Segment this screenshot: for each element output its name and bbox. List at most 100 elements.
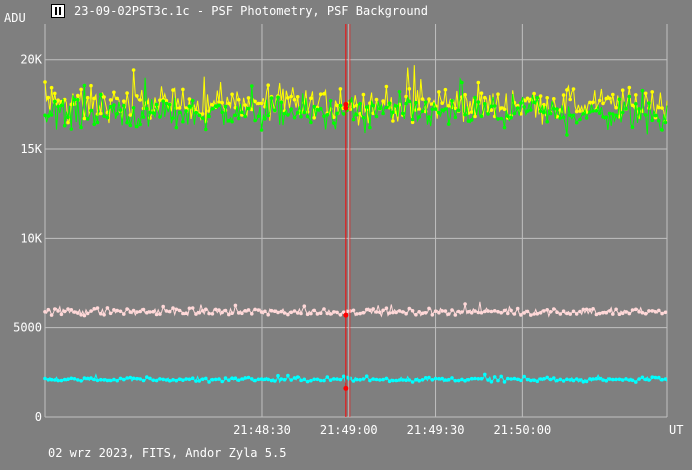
data-point [548, 111, 553, 116]
data-point [302, 377, 307, 382]
data-point [105, 115, 110, 120]
data-point [190, 306, 195, 310]
data-point [450, 308, 454, 312]
data-point [177, 377, 182, 382]
data-point [529, 313, 533, 317]
data-point [263, 117, 267, 121]
data-point [358, 311, 362, 316]
data-point [76, 93, 80, 98]
data-point [607, 309, 612, 313]
data-point [479, 376, 484, 381]
data-point [79, 87, 83, 92]
data-point [535, 379, 540, 384]
data-point [584, 307, 589, 312]
data-point [647, 309, 651, 313]
data-point [657, 308, 661, 313]
data-point [318, 378, 323, 383]
data-point [565, 377, 569, 382]
data-point [407, 99, 412, 104]
data-point [479, 310, 484, 315]
data-point [407, 378, 412, 382]
data-point [167, 102, 172, 107]
data-point [489, 108, 494, 112]
data-point [223, 104, 228, 109]
data-point [112, 103, 116, 107]
data-point [59, 103, 64, 108]
data-point [161, 377, 165, 382]
data-point [351, 379, 356, 383]
data-point [174, 125, 179, 130]
data-point [404, 378, 408, 383]
data-point [486, 112, 490, 116]
data-point [446, 104, 451, 108]
data-point [617, 312, 622, 317]
data-point [318, 106, 323, 111]
data-point [440, 309, 445, 313]
data-point [440, 108, 445, 112]
data-point [131, 68, 136, 72]
data-point [318, 311, 323, 316]
data-point [492, 104, 497, 108]
data-point [476, 80, 481, 85]
data-point [571, 87, 576, 91]
data-point [555, 107, 559, 111]
data-point [443, 87, 448, 92]
time-cursor[interactable] [343, 24, 351, 417]
data-point [256, 114, 261, 118]
data-point [243, 114, 247, 119]
data-point [220, 310, 224, 315]
data-point [66, 115, 70, 120]
data-point [62, 309, 67, 314]
data-point [542, 102, 546, 107]
data-point [217, 103, 221, 108]
data-point [483, 95, 487, 100]
data-point [515, 306, 520, 311]
data-point [597, 98, 602, 103]
data-point [643, 91, 648, 96]
data-point [571, 378, 576, 383]
data-point [627, 311, 632, 316]
data-point [489, 104, 494, 109]
data-point [46, 378, 51, 382]
data-point [269, 378, 274, 383]
data-point [364, 105, 369, 109]
data-point [506, 311, 510, 316]
data-point [407, 87, 412, 91]
data-point [506, 376, 510, 381]
data-point [601, 310, 605, 315]
data-point [522, 105, 526, 109]
data-point [289, 94, 294, 99]
data-point [574, 312, 579, 316]
data-point [614, 105, 618, 110]
data-point [611, 312, 615, 316]
app-logo-icon[interactable] [51, 4, 65, 18]
data-point [43, 376, 47, 381]
data-point [374, 97, 379, 102]
data-point [223, 308, 228, 313]
data-point [430, 107, 435, 112]
data-point [607, 111, 612, 116]
data-point [653, 375, 658, 380]
data-point [92, 377, 96, 382]
data-point [391, 119, 395, 123]
data-point [289, 378, 294, 382]
data-point [460, 80, 464, 85]
data-point [194, 379, 198, 383]
data-point [617, 377, 622, 382]
data-point [236, 378, 241, 383]
data-point [49, 113, 54, 117]
data-point [469, 311, 474, 315]
data-point [483, 372, 487, 377]
data-point [167, 379, 172, 383]
data-point [446, 312, 451, 316]
data-point [496, 378, 500, 383]
data-point [374, 114, 379, 119]
data-point [154, 378, 159, 383]
series-3 [43, 372, 668, 384]
data-point [95, 120, 100, 125]
data-point [148, 110, 152, 115]
data-point [295, 110, 300, 115]
data-point [115, 308, 119, 313]
data-point [200, 112, 205, 116]
